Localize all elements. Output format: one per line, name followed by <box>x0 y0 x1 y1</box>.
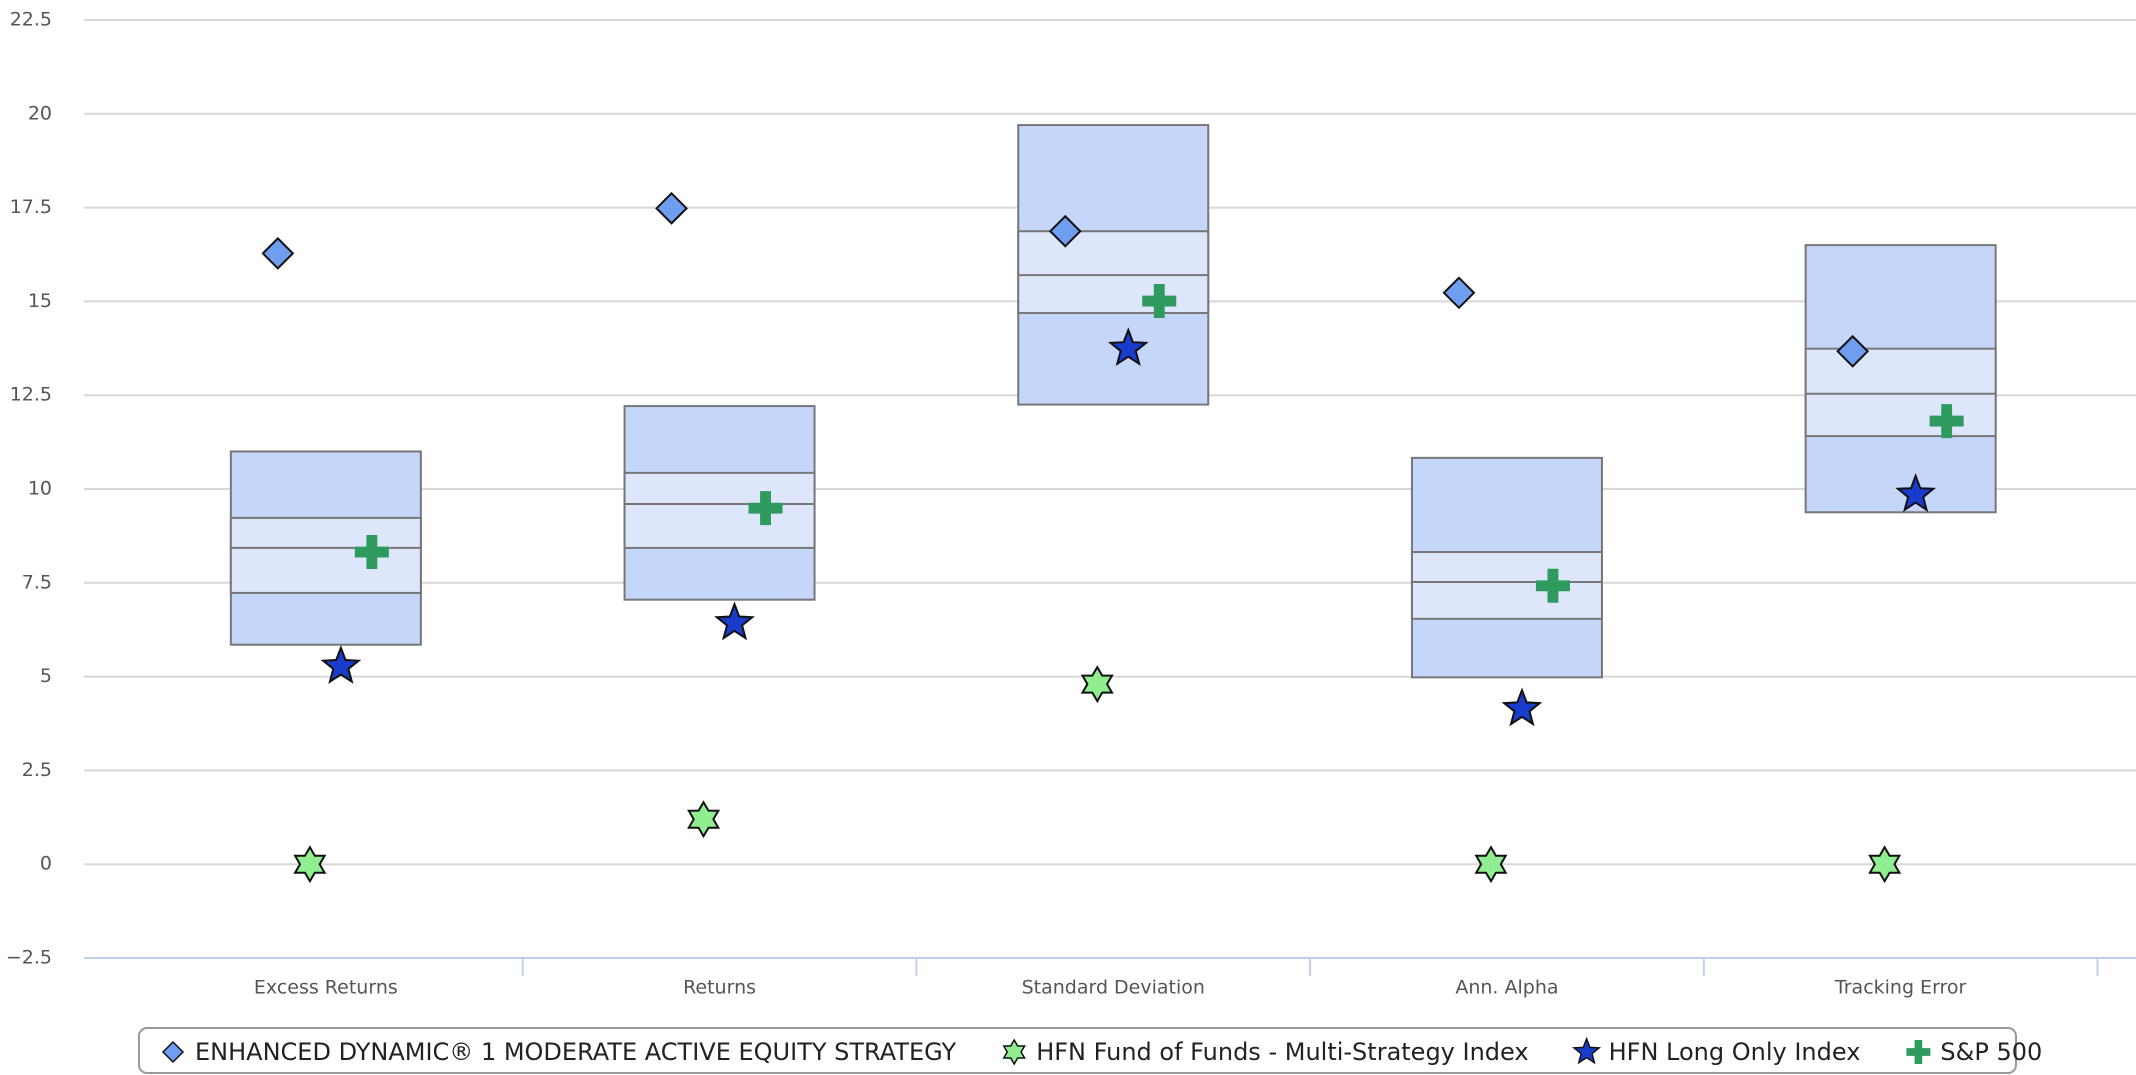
y-tick-label: 0 <box>40 853 52 875</box>
y-tick-label: 5 <box>40 665 52 687</box>
marker-star6 <box>293 845 327 884</box>
legend-label: HFN Long Only Index <box>1609 1038 1861 1066</box>
y-tick-label: 20 <box>28 102 52 124</box>
box-quartiles <box>1804 347 1997 438</box>
x-tick-label: Standard Deviation <box>1022 977 1205 999</box>
marker-diamond <box>261 236 295 270</box>
marker-diamond <box>1048 214 1082 248</box>
box-quartiles <box>623 471 816 549</box>
marker-star6 <box>1474 845 1508 884</box>
legend-label: ENHANCED DYNAMIC® 1 MODERATE ACTIVE EQUI… <box>195 1038 957 1066</box>
y-tick-label: 12.5 <box>10 384 52 406</box>
marker-diamond <box>655 191 688 225</box>
marker-plus <box>354 535 389 570</box>
y-tick-label: 7.5 <box>22 571 52 593</box>
marker-star5 <box>320 644 362 684</box>
marker-plus <box>1535 568 1570 603</box>
legend-marker <box>161 1040 185 1064</box>
marker-plus <box>1929 404 1964 439</box>
marker-star5 <box>1501 687 1543 727</box>
legend-label: S&P 500 <box>1940 1038 2042 1066</box>
x-tick-label: Returns <box>683 977 756 999</box>
y-tick-label: −2.5 <box>6 947 52 969</box>
box-quartiles <box>1410 551 1603 620</box>
marker-plus <box>748 491 783 526</box>
marker-star5 <box>1107 327 1149 367</box>
box-quartiles <box>1017 230 1210 315</box>
legend-label: HFN Fund of Funds - Multi-Strategy Index <box>1036 1038 1528 1066</box>
marker-star6 <box>1868 845 1902 884</box>
x-tick-label: Excess Returns <box>254 977 398 999</box>
legend-marker <box>1906 1040 1931 1064</box>
y-tick-label: 15 <box>28 290 52 312</box>
marker-diamond <box>1836 334 1870 368</box>
marker-diamond <box>1442 276 1476 310</box>
legend-marker <box>1572 1036 1602 1065</box>
marker-star5 <box>1895 473 1937 513</box>
marker-plus <box>1142 284 1177 319</box>
y-tick-label: 10 <box>28 478 52 500</box>
box-quartiles <box>229 516 422 594</box>
y-tick-label: 17.5 <box>10 196 52 218</box>
marker-star6 <box>687 800 721 839</box>
marker-star6 <box>1080 665 1114 704</box>
x-tick-label: Tracking Error <box>1834 977 1967 999</box>
y-tick-label: 2.5 <box>22 759 52 781</box>
y-tick-label: 22.5 <box>10 9 52 31</box>
x-tick-label: Ann. Alpha <box>1455 977 1558 999</box>
marker-star5 <box>714 601 755 641</box>
legend-frame <box>138 1027 2017 1074</box>
legend-marker <box>1002 1038 1026 1066</box>
